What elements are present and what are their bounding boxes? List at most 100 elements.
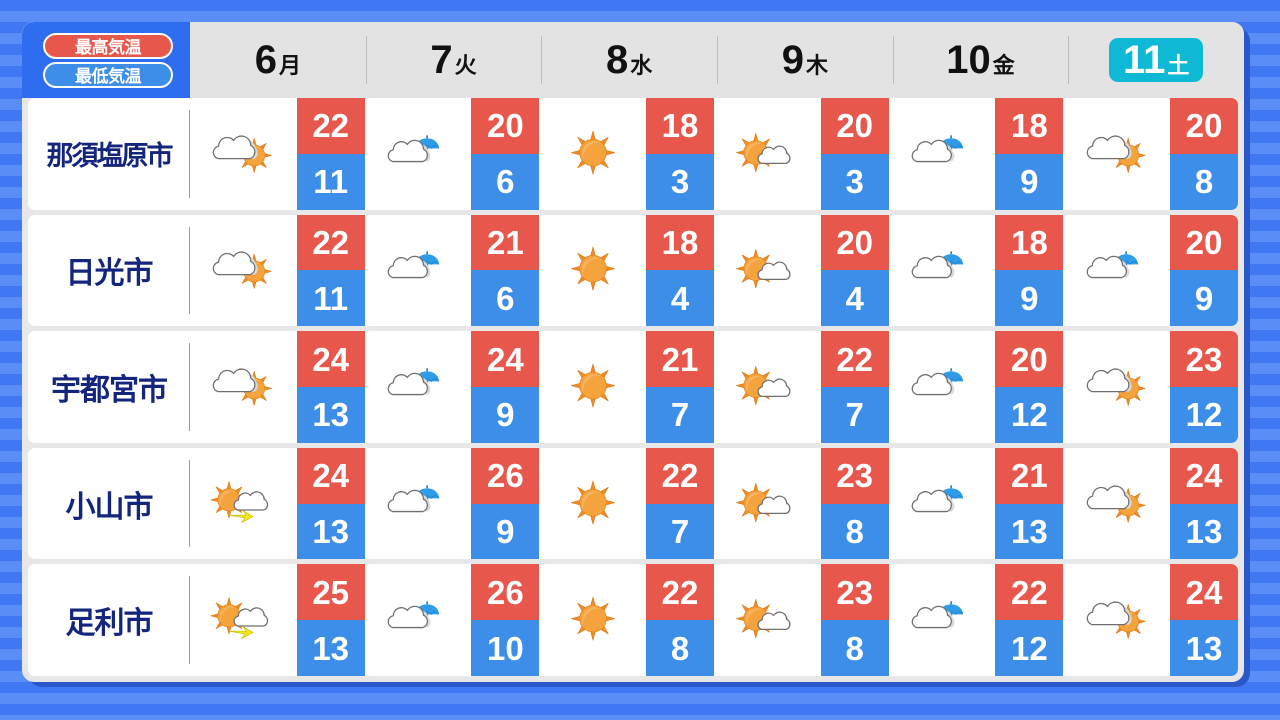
low-temperature: 9 [995,153,1064,210]
city-name: 宇都宮市 [51,373,168,407]
forecast-cell[interactable]: 20 12 [889,331,1064,443]
temperature-block: 18 9 [995,214,1064,327]
table-row[interactable]: 小山市 24 13 26 9 22 7 23 8 21 13 24 13 [28,447,1238,560]
forecast-cell[interactable]: 24 13 [190,331,365,443]
forecast-cell[interactable]: 18 9 [889,98,1064,210]
forecast-cell[interactable]: 18 4 [539,214,715,327]
low-temperature: 13 [1170,503,1238,560]
forecast-cell[interactable]: 26 10 [365,564,540,676]
forecast-cell[interactable]: 22 8 [539,564,715,676]
low-temperature: 3 [820,153,889,210]
forecast-cell[interactable]: 23 12 [1063,331,1238,443]
temperature-legend: 最高気温 最低気温 [22,22,190,98]
cloud-with-umbrella-icon [365,564,472,676]
city-name: 日光市 [65,257,154,291]
forecast-cell[interactable]: 20 9 [1063,214,1238,327]
temperature-block: 22 11 [296,98,365,210]
cloud-with-sun-icon [1063,331,1170,443]
cloud-with-umbrella-icon [889,215,996,327]
forecast-cell[interactable]: 22 7 [714,331,889,443]
forecast-cell[interactable]: 22 12 [889,564,1064,676]
forecast-cell[interactable]: 25 13 [190,564,365,676]
forecast-cell[interactable]: 23 8 [714,564,889,676]
cloud-with-sun-icon [190,215,297,327]
high-temperature: 20 [1170,98,1238,154]
forecast-cell[interactable]: 23 8 [714,447,889,560]
city-name: 那須塩原市 [46,141,174,172]
table-row[interactable]: 足利市 25 13 26 10 22 8 23 8 22 12 24 13 [28,564,1238,676]
low-temperature: 4 [646,270,715,327]
temperature-block: 20 8 [1170,98,1238,210]
high-temperature: 20 [820,214,889,271]
high-temperature: 18 [995,98,1064,154]
city-name-cell[interactable]: 那須塩原市 [28,98,190,210]
forecast-cell[interactable]: 22 11 [190,98,365,210]
table-row[interactable]: 宇都宮市 24 13 24 9 21 7 22 7 20 12 23 12 [28,331,1238,443]
sun-icon [539,331,646,443]
high-temperature: 23 [1170,331,1238,387]
forecast-cell[interactable]: 24 9 [365,331,540,443]
low-temperature: 3 [646,153,715,210]
forecast-cell[interactable]: 21 13 [889,447,1064,560]
high-temperature: 24 [296,447,365,504]
legend-high-label: 最高気温 [75,38,142,57]
low-temperature: 9 [471,386,540,443]
forecast-cell[interactable]: 20 3 [714,98,889,210]
city-name-cell[interactable]: 日光市 [28,215,190,327]
cloud-with-sun-icon [190,331,297,443]
day-of-week: 月 [278,53,301,78]
cloud-with-umbrella-icon [365,331,472,443]
high-temperature: 24 [296,331,365,387]
forecast-cell[interactable]: 21 7 [539,331,715,443]
temperature-block: 22 12 [995,564,1064,676]
high-temperature: 20 [820,98,889,154]
low-temperature: 7 [820,386,889,443]
city-name-cell[interactable]: 足利市 [28,564,190,676]
forecast-cell[interactable]: 24 13 [190,447,365,560]
forecast-cell[interactable]: 18 9 [889,214,1064,327]
temperature-block: 20 3 [820,98,889,210]
high-temperature: 20 [471,98,540,154]
forecast-cell[interactable]: 26 9 [365,447,540,560]
city-name-cell[interactable]: 小山市 [28,448,190,560]
forecast-cell[interactable]: 24 13 [1063,564,1238,676]
forecast-cell[interactable]: 21 6 [365,214,540,327]
city-name-cell[interactable]: 宇都宮市 [28,331,190,443]
day-of-week: 水 [630,53,653,78]
high-temperature: 18 [646,98,715,154]
day-header-inner: 10 金 [932,38,1029,82]
cloud-with-umbrella-icon [889,448,996,560]
high-temperature: 22 [296,214,365,271]
day-header-10[interactable]: 10 金 [892,22,1069,98]
low-temperature: 9 [995,270,1064,327]
forecast-cell[interactable]: 20 8 [1063,98,1238,210]
temperature-block: 24 13 [296,331,365,443]
high-temperature: 22 [646,564,715,621]
day-header-11[interactable]: 11 土 [1068,22,1244,98]
low-temperature: 6 [471,270,540,327]
table-row[interactable]: 那須塩原市 22 11 20 6 18 3 20 3 18 9 20 8 [28,98,1238,210]
table-row[interactable]: 日光市 22 11 21 6 18 4 20 4 18 9 20 9 [28,214,1238,327]
temperature-block: 26 9 [471,447,540,560]
low-temperature: 8 [646,620,715,676]
forecast-cell[interactable]: 20 4 [714,214,889,327]
forecast-cell[interactable]: 18 3 [539,98,715,210]
forecast-cell[interactable]: 20 6 [365,98,540,210]
forecast-cell[interactable]: 22 7 [539,447,715,560]
forecast-cell[interactable]: 22 11 [190,214,365,327]
day-of-week: 土 [1167,53,1190,78]
city-name: 足利市 [65,607,154,641]
temperature-block: 18 4 [646,214,715,327]
day-number: 11 [1123,38,1166,82]
sun-cloud-lightning-icon [190,564,297,676]
high-temperature: 21 [471,214,540,271]
high-temperature: 23 [820,564,889,621]
forecast-cell[interactable]: 24 13 [1063,447,1238,560]
